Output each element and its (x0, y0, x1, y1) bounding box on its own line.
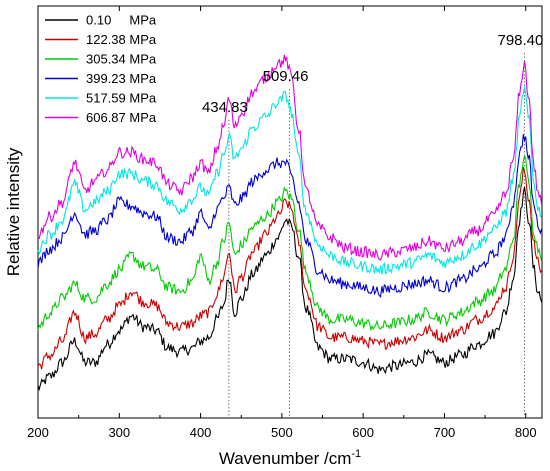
legend-label-4: 399.23 MPa (86, 71, 157, 86)
series-line-6 (37, 54, 543, 261)
legend-label-2: 122.38 MPa (86, 32, 157, 47)
legend: 0.10 MPa 122.38 MPa 305.34 MPa 399.23 MPa 51… (45, 13, 157, 125)
peak-annotation-3: 798.40 (497, 32, 543, 49)
series-line-1 (37, 186, 543, 392)
peak-annotation-2: 509.46 (263, 68, 309, 85)
peak-annotations: 434.83 509.46 798.40 (202, 32, 543, 116)
series-line-5 (37, 86, 542, 275)
x-tick-label-400: 400 (190, 425, 212, 440)
x-axis: 200 300 400 500 600 700 800 (27, 6, 537, 440)
series-line-4 (37, 134, 543, 298)
legend-label-1: 0.10 MPa (86, 13, 157, 28)
series-layer (37, 54, 543, 392)
series-line-3 (37, 154, 543, 332)
plot-frame (37, 5, 543, 419)
x-tick-label-700: 700 (434, 425, 456, 440)
x-tick-label-600: 600 (352, 425, 374, 440)
peak-reference-lines (228, 53, 525, 417)
x-axis-title: Wavenumber /cm-1 (219, 448, 361, 468)
x-tick-label-800: 800 (515, 425, 537, 440)
x-axis-title-text: Wavenumber /cm (219, 449, 352, 468)
legend-label-6: 606.87 MPa (86, 110, 157, 125)
y-axis-title: Relative intensity (4, 147, 23, 276)
x-tick-label-500: 500 (271, 425, 293, 440)
x-tick-label-200: 200 (27, 425, 49, 440)
legend-label-5: 517.59 MPa (86, 91, 157, 106)
peak-annotation-1: 434.83 (202, 99, 248, 116)
series-line-2 (37, 166, 543, 370)
x-tick-label-300: 300 (108, 425, 130, 440)
legend-label-3: 305.34 MPa (86, 52, 157, 67)
x-axis-title-superscript: -1 (351, 448, 361, 460)
